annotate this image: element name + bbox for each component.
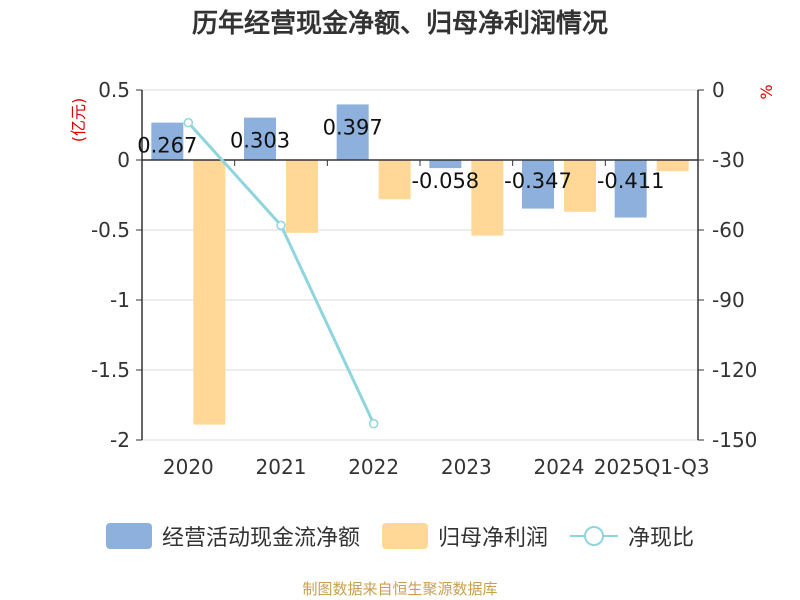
bar-cash-flow (614, 160, 647, 218)
left-tick-label: 0.5 (98, 78, 130, 102)
legend-swatch-cash-flow (105, 523, 152, 549)
left-tick-label: -1 (110, 288, 130, 312)
bar-net-profit (286, 160, 318, 233)
data-label-cash-flow: -0.411 (597, 169, 665, 193)
x-tick-label: 2022 (348, 455, 399, 479)
grid-lines (142, 89, 698, 441)
data-label-cash-flow: 0.303 (230, 129, 290, 153)
left-tick-label: -2 (110, 428, 130, 452)
x-tick-label: 2023 (441, 455, 492, 479)
legend-label-ratio: 净现比 (628, 526, 695, 551)
bar-cash-flow (151, 122, 184, 160)
data-labels: 0.267 0.303 0.397 -0.058 -0.347 -0.411 (137, 115, 664, 193)
legend-swatch-ratio (570, 523, 618, 549)
legend-label-net-profit: 归母净利润 (437, 526, 548, 551)
ratio-line (183, 117, 379, 429)
right-tick-label: -120 (712, 358, 757, 382)
data-label-cash-flow: 0.397 (323, 115, 383, 139)
x-tick-label: 2024 (534, 455, 585, 479)
bar-net-profit (193, 160, 226, 425)
bar-cash-flow (336, 104, 369, 160)
left-tick-label: -0.5 (91, 218, 130, 242)
data-label-cash-flow: -0.347 (504, 169, 572, 193)
legend: 经营活动现金流净额 归母净利润 净现比 (0, 518, 800, 554)
legend-item-ratio[interactable]: 净现比 (570, 520, 694, 552)
x-tick-label: 2020 (163, 455, 214, 479)
bar-group (151, 104, 689, 425)
ratio-point (368, 418, 379, 429)
ratio-point (276, 220, 286, 231)
data-label-cash-flow: 0.267 (137, 134, 197, 158)
right-tick-label: -90 (712, 288, 745, 312)
legend-item-net-profit[interactable]: 归母净利润 (381, 520, 548, 552)
legend-label-cash-flow: 经营活动现金流净额 (161, 526, 360, 551)
ratio-point (183, 117, 194, 128)
legend-item-cash-flow[interactable]: 经营活动现金流净额 (105, 520, 360, 552)
bar-net-profit (564, 160, 596, 212)
bar-cash-flow (244, 117, 276, 160)
legend-swatch-net-profit (381, 523, 428, 549)
chart-title: 历年经营现金净额、归母净利润情况 (192, 8, 608, 39)
right-tick-label: -150 (712, 428, 757, 452)
axes: 0.5 0 -0.5 -1 -1.5 -2 0 -30 -60 -90 -120 -150 2020 20… (91, 78, 757, 479)
right-tick-label: -30 (712, 148, 745, 172)
x-tick-label: 2025Q1-Q3 (594, 455, 710, 479)
bar-net-profit (656, 160, 689, 172)
right-tick-label: 0 (712, 78, 725, 102)
right-axis-unit: % (757, 84, 776, 99)
data-label-cash-flow: -0.058 (411, 169, 479, 193)
bar-cash-flow (429, 160, 462, 169)
bar-cash-flow (522, 160, 554, 209)
left-axis-unit: (亿元) (69, 98, 88, 143)
bar-net-profit (471, 160, 504, 236)
chart-area: 历年经营现金净额、归母净利润情况 0.5 0 -0.5 -1 -1.5 -2 0 -30 -60… (69, 8, 776, 479)
bar-net-profit (378, 160, 411, 200)
source-note: 制图数据来自恒生聚源数据库 (302, 580, 498, 598)
x-tick-label: 2021 (256, 455, 307, 479)
right-tick-label: -60 (712, 218, 745, 242)
left-tick-label: 0 (117, 148, 130, 172)
left-tick-label: -1.5 (91, 358, 130, 382)
